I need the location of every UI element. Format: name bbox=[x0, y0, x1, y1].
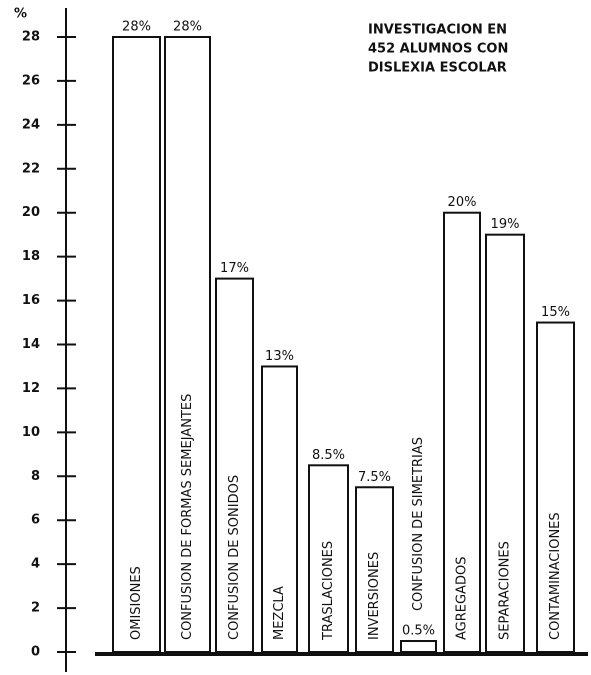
value-label: 15% bbox=[541, 305, 570, 320]
y-tick-label: 18 bbox=[22, 249, 40, 264]
bar bbox=[215, 277, 254, 653]
category-label: AGREGADOS bbox=[455, 557, 470, 640]
value-label: 8.5% bbox=[312, 448, 345, 463]
annotation: INVESTIGACION EN bbox=[368, 23, 507, 38]
category-label: OMISIONES bbox=[129, 566, 144, 640]
category-label: CONFUSION DE SONIDOS bbox=[227, 475, 242, 640]
bar bbox=[536, 321, 575, 653]
category-label: CONFUSION DE SIMETRIAS bbox=[411, 437, 426, 611]
value-label: 17% bbox=[220, 261, 249, 276]
value-label: 13% bbox=[265, 349, 294, 364]
value-label: 7.5% bbox=[358, 470, 391, 485]
category-label: TRASLACIONES bbox=[321, 541, 336, 641]
value-label: 28% bbox=[173, 20, 202, 35]
y-tick-label: 14 bbox=[22, 337, 40, 352]
value-label: 28% bbox=[122, 20, 151, 35]
y-tick-label: 2 bbox=[31, 601, 40, 616]
bar bbox=[485, 233, 525, 654]
y-tick-label: 16 bbox=[22, 293, 40, 308]
y-tick-label: 0 bbox=[31, 645, 40, 660]
category-label: MEZCLA bbox=[272, 586, 287, 640]
category-label: SEPARACIONES bbox=[498, 541, 513, 640]
bar bbox=[308, 464, 349, 653]
y-tick-label: 12 bbox=[22, 381, 40, 396]
y-tick-label: 28 bbox=[22, 30, 40, 45]
y-tick-label: 4 bbox=[31, 557, 40, 572]
y-tick-label: 26 bbox=[22, 73, 40, 88]
bar bbox=[443, 211, 481, 653]
bar bbox=[112, 36, 161, 653]
y-axis-label: % bbox=[14, 7, 27, 22]
bar bbox=[355, 486, 394, 653]
category-label: CONFUSION DE FORMAS SEMEJANTES bbox=[180, 394, 195, 640]
y-tick-label: 24 bbox=[22, 117, 40, 132]
y-tick-label: 10 bbox=[22, 425, 40, 440]
annotation: 452 ALUMNOS CON bbox=[368, 42, 508, 57]
y-tick-label: 8 bbox=[31, 469, 40, 484]
category-label: CONTAMINACIONES bbox=[548, 512, 563, 640]
bar bbox=[164, 36, 211, 653]
y-tick-label: 22 bbox=[22, 161, 40, 176]
bar bbox=[261, 365, 298, 653]
y-tick-label: 6 bbox=[31, 513, 40, 528]
category-label: INVERSIONES bbox=[367, 552, 382, 640]
bar bbox=[400, 640, 437, 654]
value-label: 0.5% bbox=[402, 624, 435, 639]
y-tick-label: 20 bbox=[22, 205, 40, 220]
value-label: 19% bbox=[491, 217, 520, 232]
annotation: DISLEXIA ESCOLAR bbox=[368, 61, 507, 76]
value-label: 20% bbox=[448, 195, 477, 210]
